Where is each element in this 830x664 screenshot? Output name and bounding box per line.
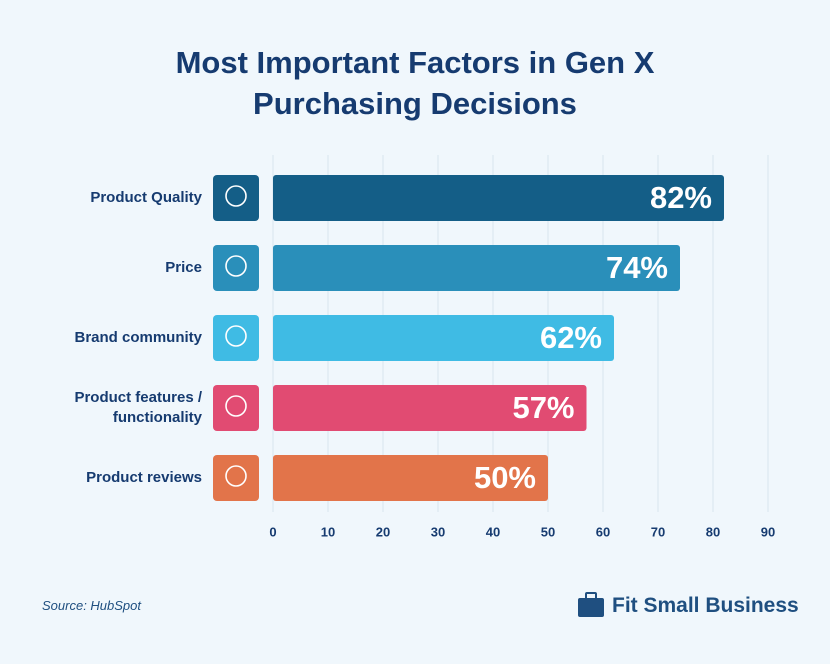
value-label: 82% — [650, 180, 712, 215]
value-label: 57% — [512, 390, 574, 425]
y-tick-label: Price — [165, 259, 202, 276]
icon-box — [213, 455, 259, 501]
bar — [273, 245, 680, 291]
source: Source: HubSpot — [42, 598, 142, 613]
x-tick-label: 20 — [376, 524, 390, 539]
y-tick-label: Product reviews — [86, 469, 202, 486]
chart-title: Most Important Factors in Gen X Purchasi… — [175, 45, 655, 121]
bar — [273, 385, 587, 431]
icon — [225, 325, 247, 347]
y-tick-label: Product features / functionality — [74, 389, 202, 426]
x-tick-label: 40 — [486, 524, 500, 539]
y-tick-label: Product Quality — [90, 189, 202, 206]
value-label: 62% — [540, 320, 602, 355]
icon — [225, 185, 247, 207]
bar — [273, 455, 548, 501]
value-label: 50% — [474, 460, 536, 495]
y-tick-label: Brand community — [74, 329, 202, 346]
icon-box — [213, 175, 259, 221]
value-label: 74% — [606, 250, 668, 285]
icon-box — [213, 245, 259, 291]
bar — [273, 315, 614, 361]
x-tick-label: 30 — [431, 524, 445, 539]
x-tick-label: 50 — [541, 524, 555, 539]
icon — [225, 465, 247, 487]
icon — [225, 255, 247, 277]
bar — [273, 175, 724, 221]
logo-icon — [578, 592, 604, 617]
icon-box — [213, 315, 259, 361]
x-tick-label: 10 — [321, 524, 335, 539]
x-tick-label: 60 — [596, 524, 610, 539]
icon — [225, 395, 247, 417]
icon-box — [213, 385, 259, 431]
logo-text: Fit Small Business — [612, 594, 799, 617]
x-tick-label: 80 — [706, 524, 720, 539]
x-tick-label: 0 — [269, 524, 276, 539]
x-tick-label: 90 — [761, 524, 775, 539]
x-tick-label: 70 — [651, 524, 665, 539]
